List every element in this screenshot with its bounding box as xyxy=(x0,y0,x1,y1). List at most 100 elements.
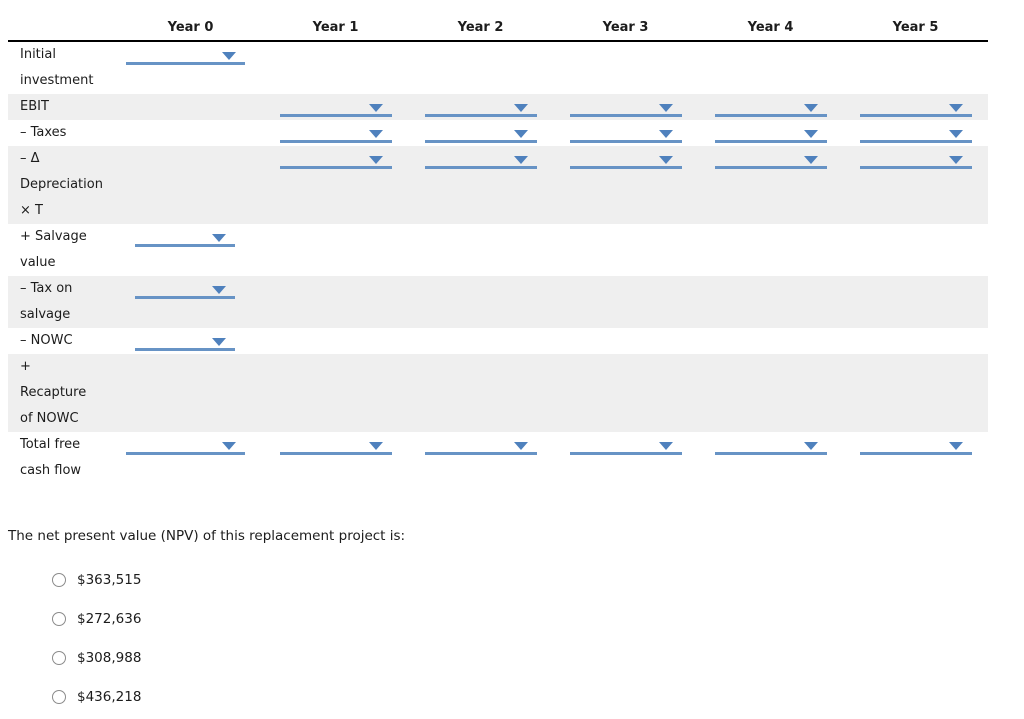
answer-dropdown[interactable] xyxy=(715,120,827,143)
answer-dropdown[interactable] xyxy=(715,94,827,117)
column-header-year5: Year 5 xyxy=(892,20,939,35)
table-cell xyxy=(698,42,843,94)
table-cell xyxy=(843,94,988,120)
table-cell xyxy=(118,42,263,94)
table-row: EBIT xyxy=(8,94,988,120)
answer-option[interactable]: $308,988 xyxy=(52,638,1024,677)
answer-dropdown[interactable] xyxy=(280,120,392,143)
table-cell xyxy=(553,354,698,432)
row-label-line: – NOWC xyxy=(20,333,73,348)
table-cell xyxy=(553,42,698,94)
row-label-line: EBIT xyxy=(20,99,49,114)
row-label: Total free cash flow xyxy=(8,432,118,484)
table-cell xyxy=(698,146,843,224)
chevron-down-icon xyxy=(804,156,818,164)
answer-dropdown[interactable] xyxy=(135,276,235,299)
answer-dropdown[interactable] xyxy=(860,432,972,455)
table-cell xyxy=(553,276,698,328)
table-cell xyxy=(263,146,408,224)
table-cell xyxy=(263,42,408,94)
chevron-down-icon xyxy=(949,130,963,138)
chevron-down-icon xyxy=(659,104,673,112)
answer-dropdown[interactable] xyxy=(425,120,537,143)
table-cell xyxy=(408,146,553,224)
answer-dropdown[interactable] xyxy=(860,146,972,169)
table-cell xyxy=(843,42,988,94)
table-cell xyxy=(553,224,698,276)
answer-dropdown[interactable] xyxy=(126,42,245,65)
column-header-year4: Year 4 xyxy=(747,20,794,35)
option-label: $363,515 xyxy=(77,571,142,588)
table-row: Total free cash flow xyxy=(8,432,988,484)
row-label: – NOWC xyxy=(8,328,118,354)
table-row: – NOWC xyxy=(8,328,988,354)
answer-dropdown[interactable] xyxy=(425,432,537,455)
answer-dropdown[interactable] xyxy=(570,432,682,455)
answer-dropdown[interactable] xyxy=(126,432,245,455)
table-cell xyxy=(118,224,263,276)
question-text: The net present value (NPV) of this repl… xyxy=(8,528,406,544)
column-header-year1: Year 1 xyxy=(312,20,359,35)
answer-dropdown[interactable] xyxy=(280,94,392,117)
radio-button[interactable] xyxy=(52,611,66,626)
table-row: – Δ Depreciation × T xyxy=(8,146,988,224)
chevron-down-icon xyxy=(369,130,383,138)
answer-dropdown[interactable] xyxy=(425,146,537,169)
answer-dropdown[interactable] xyxy=(135,328,235,351)
table-cell xyxy=(698,354,843,432)
answer-dropdown[interactable] xyxy=(860,94,972,117)
radio-button[interactable] xyxy=(52,572,66,587)
table-cell xyxy=(118,146,263,224)
chevron-down-icon xyxy=(369,156,383,164)
answer-dropdown[interactable] xyxy=(425,94,537,117)
answer-dropdown[interactable] xyxy=(280,146,392,169)
row-label-line: – Δ xyxy=(20,151,40,166)
answer-option[interactable]: $436,218 xyxy=(52,677,1024,716)
table-row: – Taxes xyxy=(8,120,988,146)
option-label: $272,636 xyxy=(77,610,142,627)
table-cell xyxy=(408,42,553,94)
row-label-line: + xyxy=(20,359,31,374)
header-label-spacer xyxy=(8,20,118,35)
table-cell xyxy=(698,224,843,276)
table-cell xyxy=(553,146,698,224)
row-label: Initial investment xyxy=(8,42,118,94)
option-label: $308,988 xyxy=(77,649,142,666)
answer-dropdown[interactable] xyxy=(135,224,235,247)
table-row: + Salvage value xyxy=(8,224,988,276)
row-label-line: × T xyxy=(20,203,43,218)
answer-option[interactable]: $363,515 xyxy=(52,560,1024,599)
chevron-down-icon xyxy=(369,442,383,450)
table-cell xyxy=(843,146,988,224)
chevron-down-icon xyxy=(212,234,226,242)
table-cell xyxy=(843,276,988,328)
table-cell xyxy=(263,432,408,484)
table-cell xyxy=(118,276,263,328)
row-label-line: cash flow xyxy=(20,463,82,478)
row-label-line: salvage xyxy=(20,307,71,322)
chevron-down-icon xyxy=(949,442,963,450)
answer-dropdown[interactable] xyxy=(715,146,827,169)
chevron-down-icon xyxy=(659,442,673,450)
answer-dropdown[interactable] xyxy=(280,432,392,455)
answer-option[interactable]: $272,636 xyxy=(52,599,1024,638)
option-label: $436,218 xyxy=(77,688,142,705)
table-cell xyxy=(553,432,698,484)
answer-dropdown[interactable] xyxy=(570,146,682,169)
radio-button[interactable] xyxy=(52,689,66,704)
table-cell xyxy=(408,224,553,276)
table-cell xyxy=(843,120,988,146)
row-label-line: Total free xyxy=(20,437,81,452)
chevron-down-icon xyxy=(514,442,528,450)
table-cell xyxy=(118,354,263,432)
radio-button[interactable] xyxy=(52,650,66,665)
answer-dropdown[interactable] xyxy=(570,120,682,143)
answer-options: $363,515 $272,636 $308,988 $436,218 xyxy=(52,560,1024,716)
answer-dropdown[interactable] xyxy=(715,432,827,455)
answer-dropdown[interactable] xyxy=(860,120,972,143)
table-cell xyxy=(118,432,263,484)
table-cell xyxy=(408,120,553,146)
table-row: + Recapture of NOWC xyxy=(8,354,988,432)
answer-dropdown[interactable] xyxy=(570,94,682,117)
